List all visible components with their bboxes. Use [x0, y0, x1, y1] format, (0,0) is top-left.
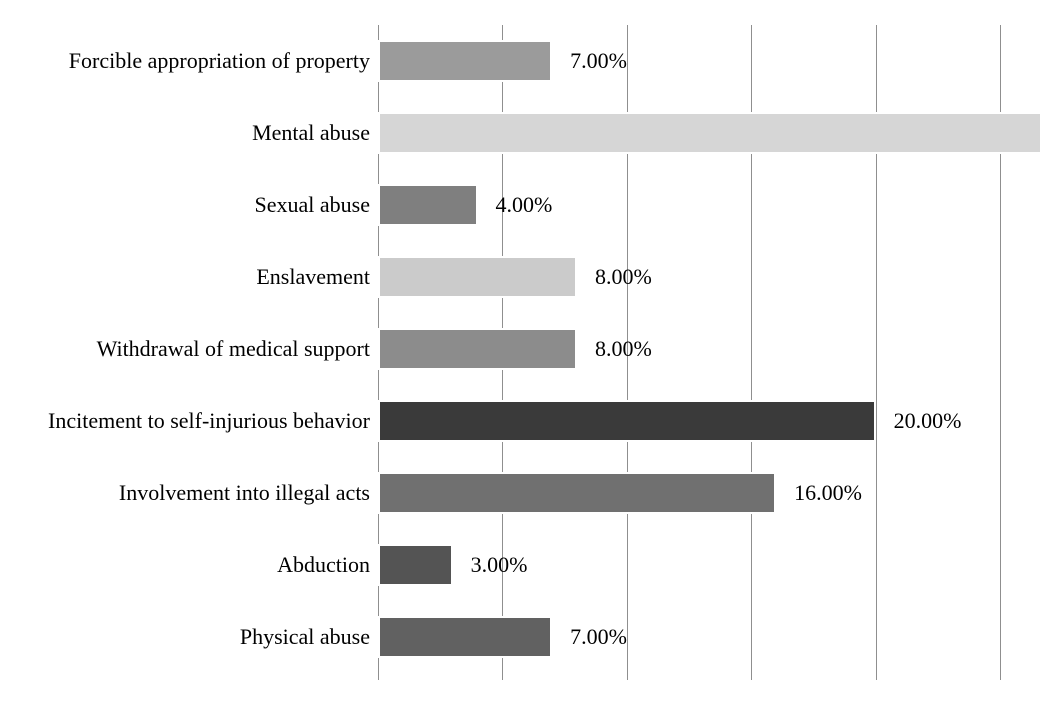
- value-label: 8.00%: [595, 264, 652, 290]
- chart-row: Enslavement 8.00%: [40, 241, 1000, 313]
- value-label: 4.00%: [496, 192, 553, 218]
- bar: [378, 616, 552, 658]
- bar: [378, 400, 876, 442]
- chart-row: Withdrawal of medical support 8.00%: [40, 313, 1000, 385]
- plot-cell: 27.00%: [378, 97, 1000, 169]
- category-label: Mental abuse: [40, 120, 378, 146]
- bar: [378, 328, 577, 370]
- chart-row: Physical abuse 7.00%: [40, 601, 1000, 673]
- chart-row: Abduction 3.00%: [40, 529, 1000, 601]
- chart-row: Involvement into illegal acts 16.00%: [40, 457, 1000, 529]
- value-label: 3.00%: [471, 552, 528, 578]
- bar: [378, 544, 453, 586]
- value-label: 20.00%: [894, 408, 962, 434]
- plot-cell: 7.00%: [378, 25, 1000, 97]
- category-label: Forcible appropriation of property: [40, 48, 378, 74]
- value-label: 7.00%: [570, 48, 627, 74]
- category-label: Abduction: [40, 552, 378, 578]
- category-label: Incitement to self-injurious behavior: [40, 408, 378, 434]
- category-label: Withdrawal of medical support: [40, 336, 378, 362]
- chart-row: Mental abuse27.00%: [40, 97, 1000, 169]
- category-label: Involvement into illegal acts: [40, 480, 378, 506]
- bar: [378, 256, 577, 298]
- category-label: Enslavement: [40, 264, 378, 290]
- value-label: 16.00%: [794, 480, 862, 506]
- plot-cell: 7.00%: [378, 601, 1000, 673]
- chart-row: Sexual abuse 4.00%: [40, 169, 1000, 241]
- value-label: 8.00%: [595, 336, 652, 362]
- bar: [378, 184, 478, 226]
- category-label: Physical abuse: [40, 624, 378, 650]
- plot-cell: 20.00%: [378, 385, 1000, 457]
- plot-cell: 3.00%: [378, 529, 1000, 601]
- plot-cell: 8.00%: [378, 241, 1000, 313]
- chart-row: Incitement to self-injurious behavior 20.…: [40, 385, 1000, 457]
- bar: [378, 112, 1040, 154]
- plot-cell: 8.00%: [378, 313, 1000, 385]
- value-label: 7.00%: [570, 624, 627, 650]
- plot-cell: 16.00%: [378, 457, 1000, 529]
- bar: [378, 40, 552, 82]
- bar-chart: Forcible appropriation of property 7.00% M…: [0, 0, 1040, 715]
- chart-row: Forcible appropriation of property 7.00%: [40, 25, 1000, 97]
- bar: [378, 472, 776, 514]
- plot-cell: 4.00%: [378, 169, 1000, 241]
- category-label: Sexual abuse: [40, 192, 378, 218]
